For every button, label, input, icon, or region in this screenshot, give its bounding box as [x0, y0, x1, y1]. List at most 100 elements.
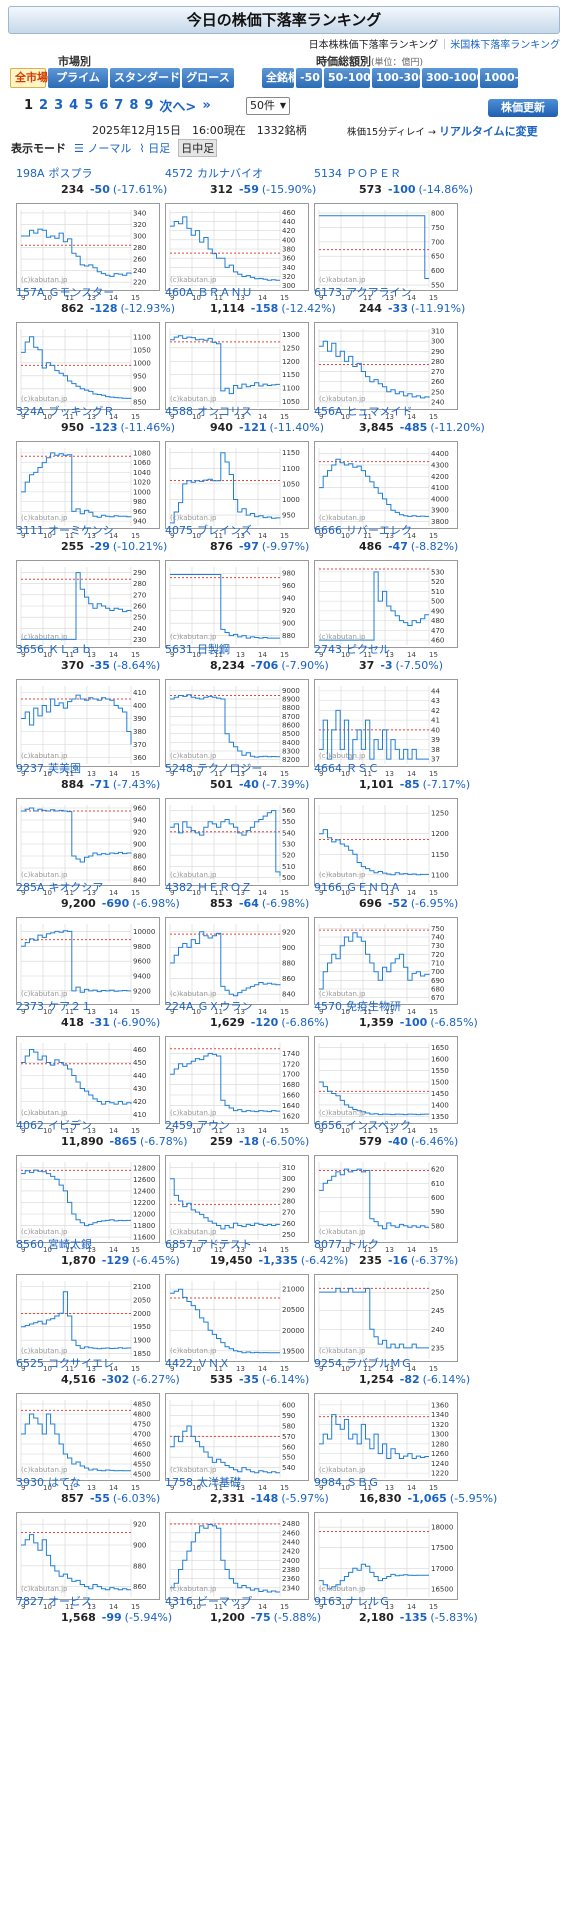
intraday-chart[interactable]: 21000 20500 20000 19500 (c)kabutan.jp 9 10 11 13…	[165, 1274, 309, 1373]
stock-name-row[interactable]: 2459 アウン	[165, 1117, 341, 1133]
stock-name[interactable]: インスペック	[346, 1119, 412, 1132]
stock-name[interactable]: アクアライン	[346, 286, 412, 299]
stock-name[interactable]: ブッキングＲ	[48, 405, 115, 418]
mode-daily[interactable]: ⌇ 日足	[139, 140, 170, 156]
stock-name-row[interactable]: 460A ＢＲＡＮＵ	[165, 284, 341, 300]
stock-name-row[interactable]: 6525 コクサイエレ	[16, 1355, 192, 1371]
stock-name[interactable]: ＧＸウラン	[197, 1000, 253, 1013]
stock-name[interactable]: キオクシア	[48, 881, 104, 894]
stock-code[interactable]: 3111	[16, 524, 44, 537]
cap-tab-5[interactable]: 1000-	[480, 68, 519, 88]
market-tab-3[interactable]: グロース	[182, 68, 234, 88]
stock-name-row[interactable]: 3930 はてな	[16, 1474, 192, 1490]
stock-code[interactable]: 4664	[314, 762, 342, 775]
intraday-chart[interactable]: 920 900 880 860 (c)kabutan.jp 9 10 11 13 14 15	[16, 1512, 160, 1611]
intraday-chart[interactable]: 1300 1250 1200 1150 1100 1050 (c)kabutan.jp 9 10…	[165, 322, 309, 421]
stock-name[interactable]: はてな	[48, 1476, 81, 1489]
intraday-chart[interactable]: 920 900 880 860 840 (c)kabutan.jp 9 10 11 13 14 15	[165, 917, 309, 1016]
stock-code[interactable]: 9237	[16, 762, 44, 775]
stock-name[interactable]: イビデン	[48, 1119, 92, 1132]
stock-name[interactable]: コクサイエレ	[48, 1357, 114, 1370]
stock-code[interactable]: 157A	[16, 286, 45, 299]
stock-name-row[interactable]: 9237 芙美園	[16, 760, 192, 776]
intraday-chart[interactable]: 410 400 390 380 370 360 (c)kabutan.jp 9 10 11 13 14…	[16, 679, 160, 778]
stock-name-row[interactable]: 1758 太洋基礎	[165, 1474, 341, 1490]
stock-name-row[interactable]: 6173 アクアライン	[314, 284, 490, 300]
stock-name[interactable]: ナレルＧ	[346, 1595, 390, 1608]
cap-tab-4[interactable]: 300-1000	[422, 68, 484, 88]
stock-name[interactable]: ヒュマメイド	[346, 405, 413, 418]
intraday-chart[interactable]: 600 590 580 570 560 550 540 (c)kabutan.jp 9 10 11 1…	[165, 1393, 309, 1492]
intraday-chart[interactable]: 750 740 730 720 710 700 690 680 670 (c)kabutan.jp…	[314, 917, 458, 1016]
stock-name-row[interactable]: 4062 イビデン	[16, 1117, 192, 1133]
stock-name-row[interactable]: 9163 ナレルＧ	[314, 1593, 490, 1609]
intraday-chart[interactable]: 12800 12600 12400 12200 12000 11800 11600 (c)ka…	[16, 1155, 160, 1254]
stock-name-row[interactable]: 224A ＧＸウラン	[165, 998, 341, 1014]
market-tab-0[interactable]: 全市場	[10, 68, 48, 88]
stock-name-row[interactable]: 157A Ｇモンスター	[16, 284, 192, 300]
stock-name[interactable]: ピクセル	[346, 643, 390, 656]
stock-code[interactable]: 4422	[165, 1357, 193, 1370]
intraday-chart[interactable]: 10000 9800 9600 9400 9200 (c)kabutan.jp 9 10 11 1…	[16, 917, 160, 1016]
cap-tab-1[interactable]: -50	[296, 68, 322, 88]
stock-name[interactable]: ケア２１	[48, 1000, 92, 1013]
stock-name[interactable]: 宮崎太銀	[48, 1238, 92, 1251]
stock-code[interactable]: 6666	[314, 524, 342, 537]
mode-normal[interactable]: ☰ ノーマル	[74, 140, 131, 156]
stock-name[interactable]: アドテスト	[197, 1238, 252, 1251]
stock-code[interactable]: 2373	[16, 1000, 44, 1013]
stock-code[interactable]: 8560	[16, 1238, 44, 1251]
stock-name[interactable]: 太洋基礎	[197, 1476, 241, 1489]
stock-name[interactable]: ＫＬａｂ	[48, 643, 92, 656]
intraday-chart[interactable]: 2480 2460 2440 2420 2400 2380 2360 2340 (c)kabut…	[165, 1512, 309, 1611]
stock-code[interactable]: 7827	[16, 1595, 44, 1608]
intraday-chart[interactable]: 1740 1720 1700 1680 1660 1640 1620 (c)kabutan.j…	[165, 1036, 309, 1135]
stock-code[interactable]: 4316	[165, 1595, 193, 1608]
stock-name[interactable]: オービス	[48, 1595, 92, 1608]
intraday-chart[interactable]: 4850 4800 4750 4700 4650 4600 4550 4500 (c)kabut…	[16, 1393, 160, 1492]
page-link-4[interactable]: 4	[69, 98, 79, 113]
stock-code[interactable]: 5134	[314, 167, 342, 180]
stock-code[interactable]: 4588	[165, 405, 193, 418]
stock-code[interactable]: 4382	[165, 881, 193, 894]
stock-code[interactable]: 324A	[16, 405, 45, 418]
refresh-button[interactable]: 株価更新	[488, 99, 558, 117]
intraday-chart[interactable]: 960 940 920 900 880 860 840 (c)kabutan.jp 9 10 11 1…	[16, 798, 160, 897]
stock-name-row[interactable]: 5631 日製鋼	[165, 641, 341, 657]
intraday-chart[interactable]: 1250 1200 1150 1100 (c)kabutan.jp 9 10 11 13 14 15	[314, 798, 458, 897]
stock-name-row[interactable]: 285A キオクシア	[16, 879, 192, 895]
page-link-1[interactable]: 1	[24, 98, 34, 113]
intraday-chart[interactable]: 9000 8900 8800 8700 8600 8500 8400 8300 8200 (c)k…	[165, 679, 309, 778]
stock-name-row[interactable]: 4075 ブレインズ	[165, 522, 341, 538]
per-page-select[interactable]: 50件 ▼	[246, 97, 290, 115]
stock-name[interactable]: ブレインズ	[197, 524, 252, 537]
page-link-7[interactable]: 7	[114, 98, 124, 113]
stock-name-row[interactable]: 9984 ＳＢＧ	[314, 1474, 490, 1490]
stock-name-row[interactable]: 6666 リバーエレク	[314, 522, 490, 538]
stock-code[interactable]: 456A	[314, 405, 343, 418]
intraday-chart[interactable]: 530 520 510 500 490 480 470 460 (c)kabutan.jp 9 10…	[314, 560, 458, 659]
intraday-chart[interactable]: 250 245 240 235 (c)kabutan.jp 9 10 11 13 14 15	[314, 1274, 458, 1373]
stock-code[interactable]: 6173	[314, 286, 342, 299]
stock-name[interactable]: トルク	[346, 1238, 379, 1251]
stock-code[interactable]: 5248	[165, 762, 193, 775]
market-tab-2[interactable]: スタンダード	[110, 68, 180, 88]
stock-name-row[interactable]: 5248 テクノロジー	[165, 760, 341, 776]
intraday-chart[interactable]: 18000 17500 17000 16500 (c)kabutan.jp 9 10 11 13…	[314, 1512, 458, 1611]
cap-tab-3[interactable]: 100-300	[372, 68, 427, 88]
next-page-link[interactable]: 次へ>	[159, 100, 197, 115]
stock-code[interactable]: 6656	[314, 1119, 342, 1132]
intraday-chart[interactable]: 460 450 440 430 420 410 (c)kabutan.jp 9 10 11 13 14…	[16, 1036, 160, 1135]
cap-tab-2[interactable]: 50-100	[324, 68, 371, 88]
stock-name-row[interactable]: 198A ポスプラ	[16, 165, 192, 181]
page-link-5[interactable]: 5	[84, 98, 94, 113]
stock-code[interactable]: 9254	[314, 1357, 342, 1370]
stock-name-row[interactable]: 6857 アドテスト	[165, 1236, 341, 1252]
intraday-chart[interactable]: 800 750 700 650 600 550 (c)kabutan.jp 9 10 11 13 14…	[314, 203, 458, 302]
stock-name-row[interactable]: 4570 免疫生物研	[314, 998, 490, 1014]
stock-name-row[interactable]: 7827 オービス	[16, 1593, 192, 1609]
stock-name[interactable]: ＳＢＧ	[346, 1476, 379, 1489]
stock-code[interactable]: 5631	[165, 643, 193, 656]
stock-code[interactable]: 4570	[314, 1000, 342, 1013]
stock-code[interactable]: 6525	[16, 1357, 44, 1370]
